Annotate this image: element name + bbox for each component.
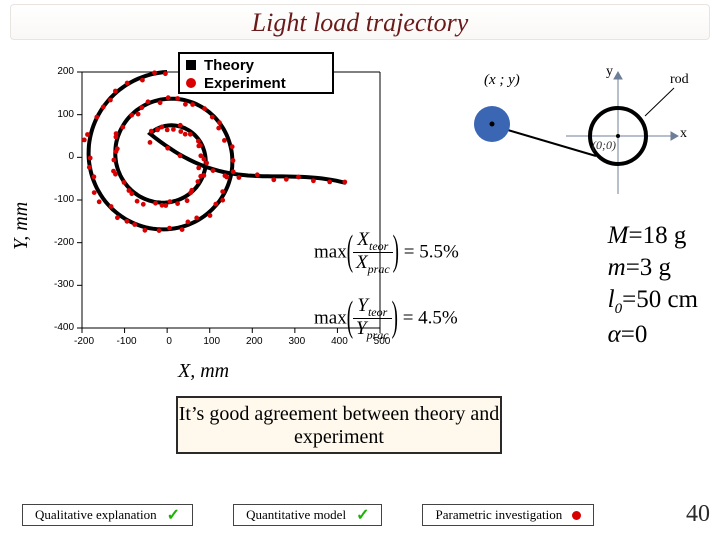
agreement-box: It’s good agreement between theory and e… [176, 396, 502, 454]
y-tick-label: -100 [48, 194, 74, 205]
chart-legend: Theory Experiment [178, 52, 334, 94]
parameters: M=18 g m=3 g l0=50 cm α=0 [608, 220, 698, 351]
schematic-rod-label: rod [670, 72, 689, 88]
footer-quantitative: Quantitative model✓ [233, 504, 382, 526]
schematic-mass-label: (x ; y) [484, 72, 520, 89]
y-tick-label: -200 [48, 237, 74, 248]
x-axis-label: X, mm [178, 360, 229, 383]
check-icon: ✓ [167, 505, 180, 525]
y-tick-label: -400 [48, 322, 74, 333]
footer-qualitative: Qualitative explanation✓ [22, 504, 193, 526]
legend-exp-swatch [186, 78, 196, 88]
schematic-y-label: y [606, 64, 613, 80]
formula-max-y: max(YteorYprac) = 4.5% [314, 296, 458, 342]
slide-title: Light load trajectory [10, 4, 710, 40]
x-tick-label: -100 [115, 336, 139, 347]
footer-parametric: Parametric investigation [422, 504, 594, 526]
y-axis-label: Y, mm [10, 202, 33, 250]
legend-theory-swatch [186, 60, 196, 70]
y-tick-label: -300 [48, 279, 74, 290]
x-tick-label: 100 [200, 336, 224, 347]
check-icon: ✓ [356, 505, 369, 525]
schematic-origin-label: (0;0) [592, 138, 616, 153]
footer-row: Qualitative explanation✓ Quantitative mo… [22, 504, 594, 526]
x-tick-label: 300 [285, 336, 309, 347]
x-tick-label: 200 [242, 336, 266, 347]
x-tick-label: -200 [72, 336, 96, 347]
y-tick-label: 0 [48, 151, 74, 162]
x-tick-label: 0 [157, 336, 181, 347]
legend-theory-label: Theory [204, 57, 254, 74]
page-number: 40 [686, 501, 710, 528]
formula-max-x: max(XteorXprac) = 5.5% [314, 230, 459, 276]
schematic-x-label: x [680, 126, 687, 142]
legend-exp-label: Experiment [204, 75, 286, 92]
dot-icon [572, 511, 581, 520]
rod-schematic: (x ; y) (0;0) rod x y [446, 66, 698, 206]
y-tick-label: 100 [48, 109, 74, 120]
y-tick-label: 200 [48, 66, 74, 77]
